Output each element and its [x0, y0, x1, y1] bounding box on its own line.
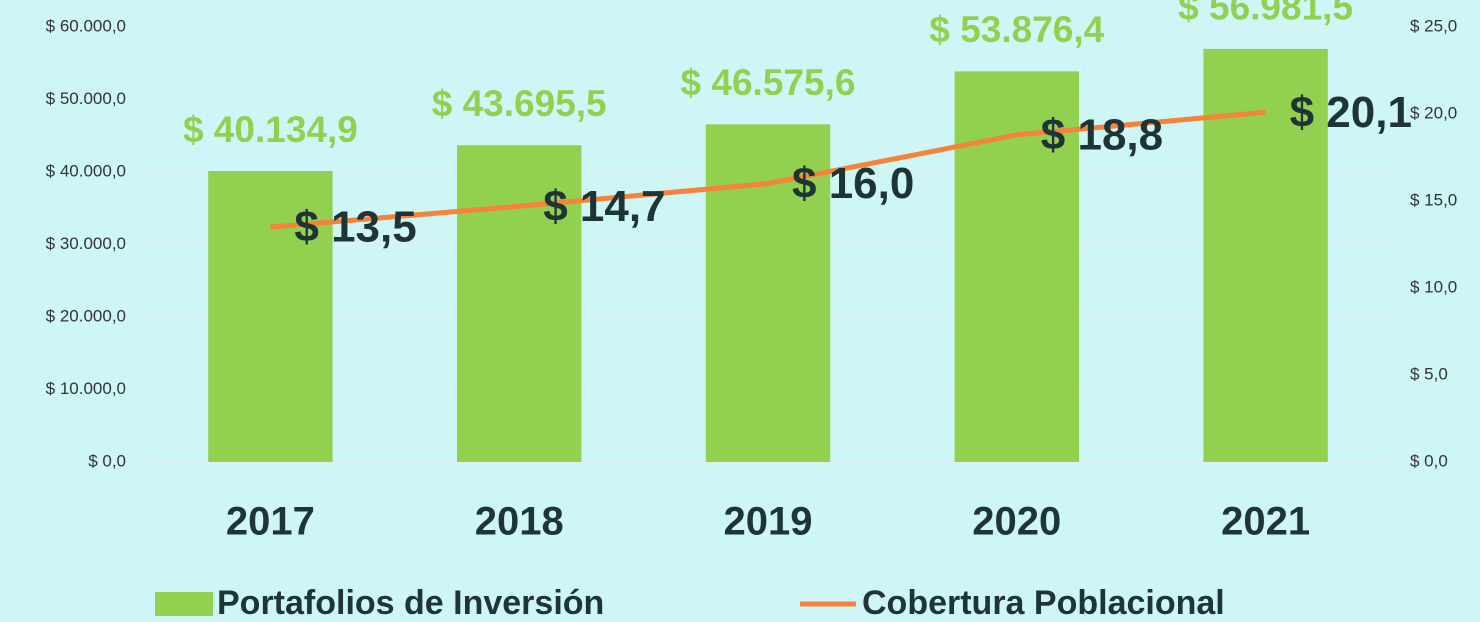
x-tick-label: 2018 [475, 500, 564, 544]
x-tick-label: 2017 [226, 500, 315, 544]
legend-swatch [155, 592, 213, 616]
y2-tick-label: $ 10,0 [1410, 277, 1457, 296]
line-value-label: $ 20,1 [1290, 88, 1412, 137]
y-tick-label: $ 40.000,0 [46, 161, 126, 180]
line-value-label: $ 16,0 [792, 159, 914, 208]
line-value-label: $ 13,5 [294, 203, 416, 252]
x-tick-label: 2021 [1221, 500, 1310, 544]
y-tick-label: $ 20.000,0 [46, 306, 126, 325]
y2-tick-label: $ 25,0 [1410, 16, 1457, 35]
y2-tick-label: $ 20,0 [1410, 103, 1457, 122]
y2-tick-label: $ 5,0 [1410, 364, 1448, 383]
y-tick-label: $ 60.000,0 [46, 16, 126, 35]
bar-value-label: $ 43.695,5 [432, 83, 607, 124]
line [270, 109, 1266, 230]
bar-value-label: $ 56.981,5 [1178, 0, 1353, 28]
y-tick-label: $ 50.000,0 [46, 89, 126, 108]
x-tick-label: 2019 [724, 500, 813, 544]
bar-value-label: $ 40.134,9 [183, 109, 358, 150]
bar-value-label: $ 53.876,4 [929, 9, 1104, 50]
x-tick-label: 2020 [972, 500, 1061, 544]
y-tick-label: $ 0,0 [88, 451, 126, 470]
y2-tick-label: $ 0,0 [1410, 451, 1448, 470]
bar [705, 124, 831, 462]
y2-tick-label: $ 15,0 [1410, 190, 1457, 209]
bar [457, 145, 582, 462]
y-tick-label: $ 10.000,0 [46, 379, 126, 398]
bar-value-label: $ 46.575,6 [681, 62, 856, 103]
legend-label: Cobertura Poblacional [862, 584, 1225, 622]
bar [208, 171, 333, 462]
legend-label: Portafolios de Inversión [217, 584, 604, 622]
line-value-label: $ 14,7 [543, 182, 665, 231]
line-value-label: $ 18,8 [1041, 111, 1163, 160]
y-tick-label: $ 30.000,0 [46, 234, 126, 253]
